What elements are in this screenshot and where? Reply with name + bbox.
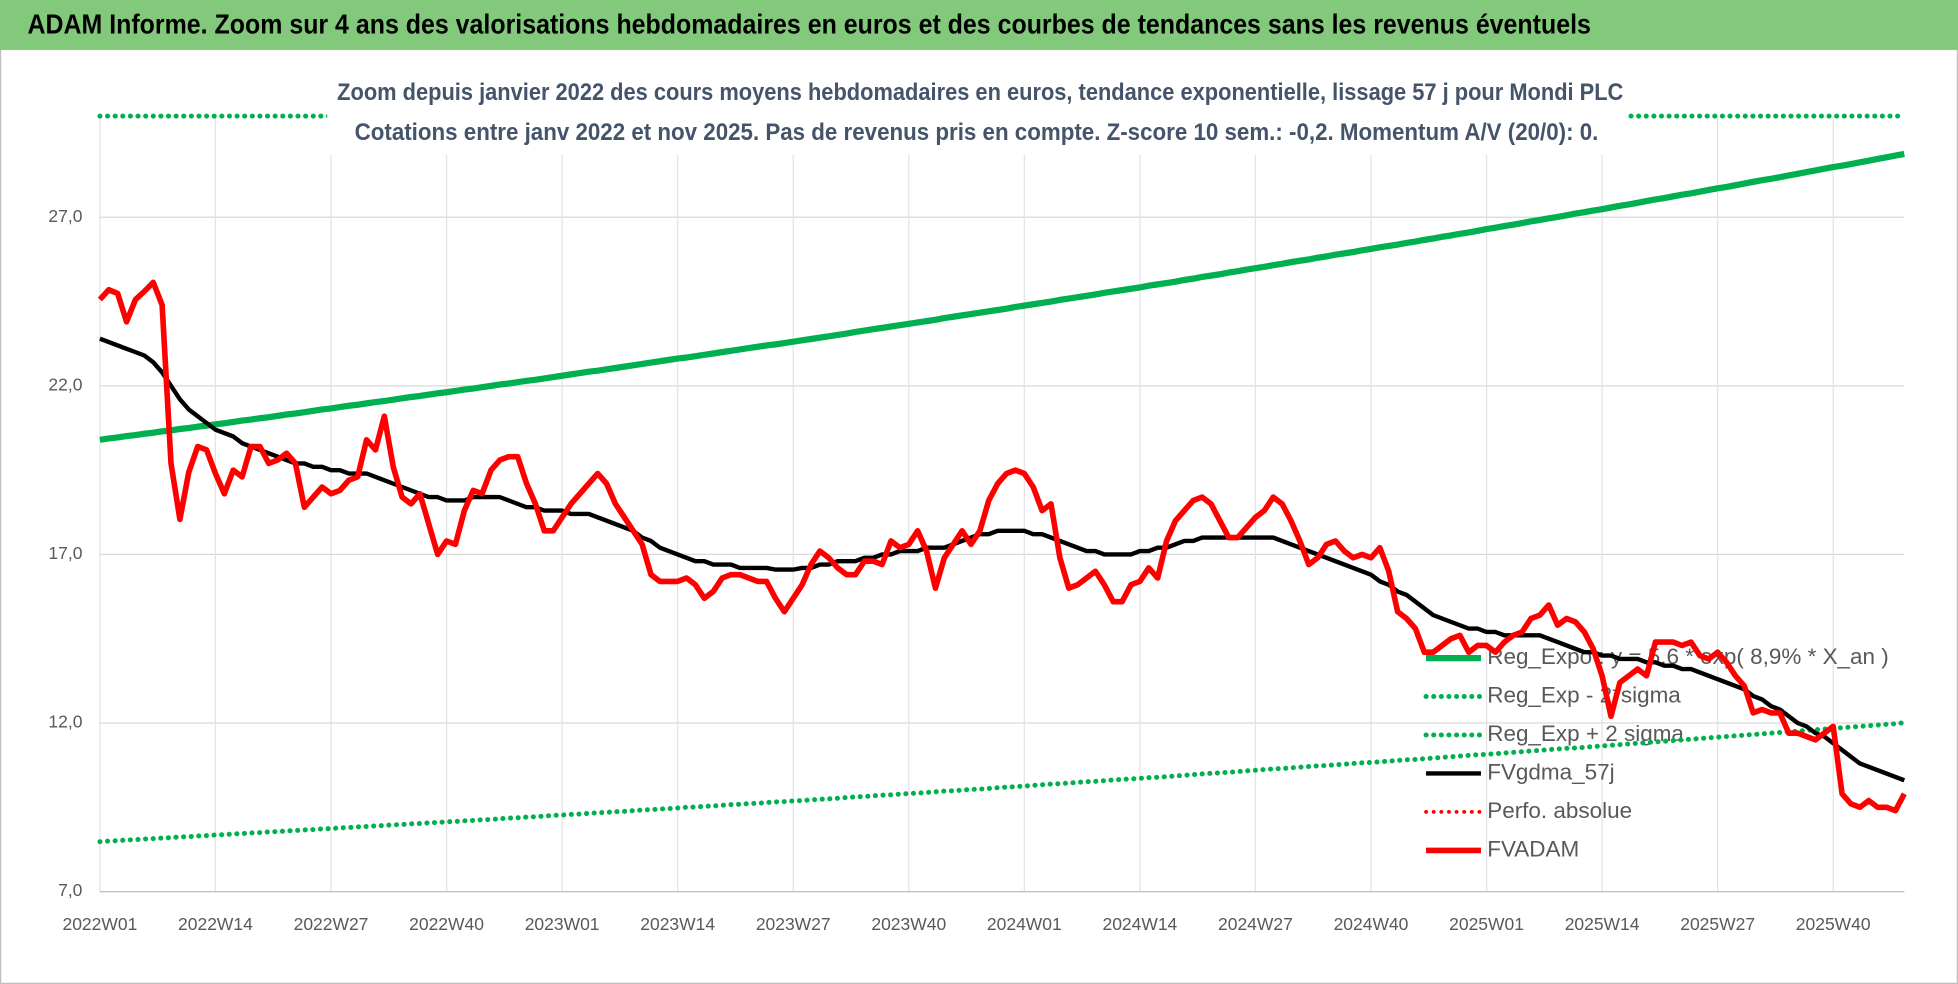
x-tick-label: 2025W01 (1449, 914, 1524, 934)
legend-label: FVADAM (1487, 836, 1579, 861)
x-tick-label: 2022W40 (409, 914, 484, 934)
chart-subtitle: Cotations entre janv 2022 et nov 2025. P… (355, 120, 1599, 146)
series-line (99, 150, 1905, 443)
chart-title-box (327, 72, 1626, 155)
series-line (97, 720, 1907, 845)
x-tick-label: 2025W14 (1565, 914, 1640, 934)
x-tick-label: 2025W40 (1796, 914, 1871, 934)
x-tick-label: 2024W01 (987, 914, 1062, 934)
y-tick-label: 22,0 (48, 374, 82, 394)
y-tick-label: 27,0 (48, 206, 82, 226)
series-line (97, 279, 1907, 814)
x-tick-label: 2022W01 (63, 914, 138, 934)
y-tick-label: 17,0 (48, 543, 82, 563)
page-title: ADAM Informe. Zoom sur 4 ans des valoris… (27, 8, 1590, 39)
x-tick-label: 2023W40 (871, 914, 946, 934)
y-tick-label: 7,0 (58, 880, 83, 900)
x-tick-label: 2025W27 (1680, 914, 1755, 934)
legend-label: Reg_Exp + 2 sigma (1487, 721, 1684, 746)
x-tick-label: 2024W40 (1334, 914, 1409, 934)
x-tick-label: 2023W27 (756, 914, 831, 934)
x-tick-label: 2023W01 (525, 914, 600, 934)
x-tick-label: 2024W14 (1102, 914, 1177, 934)
chart-title: Zoom depuis janvier 2022 des cours moyen… (337, 80, 1623, 106)
plot-area: 7,0 12,0 17,0 22,0 27,0 2022W01 2022W14 2022W27… (48, 113, 1907, 934)
legend-label: Perfo. absolue (1487, 798, 1632, 823)
legend-label: Reg_Expo : y = 5,6 * exp( 8,9% * X_an ) (1487, 644, 1889, 669)
legend-label: FVgdma_57j (1487, 759, 1614, 784)
x-tick-label: 2024W27 (1218, 914, 1293, 934)
legend-label: Reg_Exp - 2*sigma (1487, 682, 1681, 707)
x-tick-label: 2023W14 (640, 914, 715, 934)
title-bar (0, 0, 1958, 50)
x-tick-label: 2022W14 (178, 914, 253, 934)
y-tick-label: 12,0 (48, 712, 82, 732)
x-tick-label: 2022W27 (294, 914, 369, 934)
